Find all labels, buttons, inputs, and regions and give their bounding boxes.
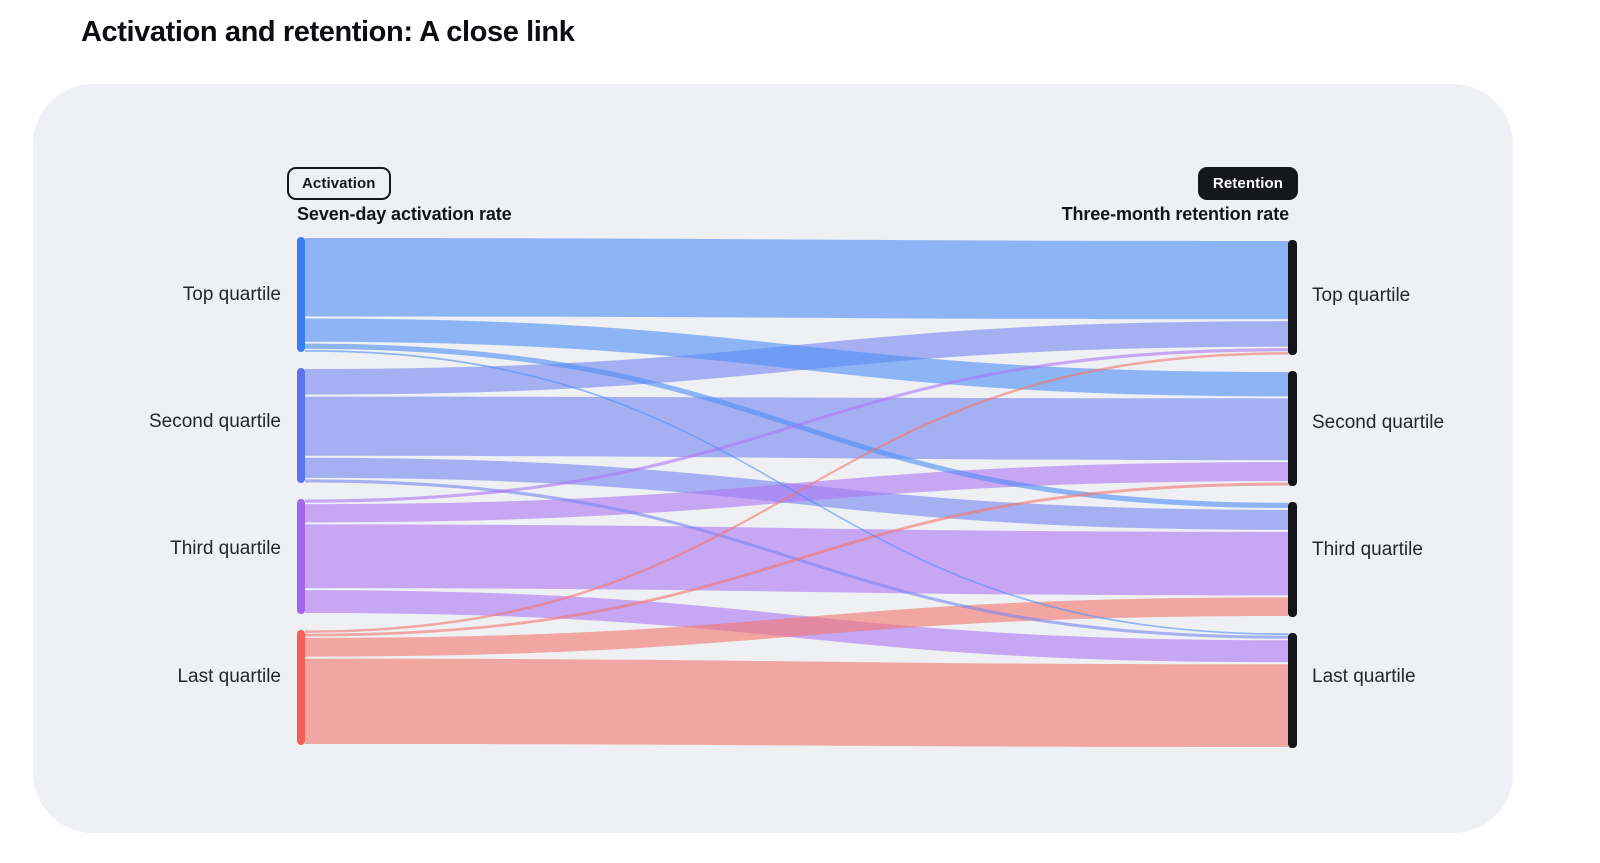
retention-node-bar-second-quartile	[1288, 371, 1297, 486]
activation-label-last-quartile: Last quartile	[177, 666, 281, 687]
flow-top-quartile-to-last-quartile	[305, 349, 1288, 635]
activation-label-second-quartile: Second quartile	[148, 411, 281, 432]
retention-label-top-quartile: Top quartile	[1312, 285, 1411, 306]
chart-card: Activation Retention Seven-day activatio…	[33, 84, 1513, 833]
flow-third-quartile-to-top-quartile	[305, 348, 1288, 503]
activation-label-top-quartile: Top quartile	[182, 284, 281, 305]
activation-column-header: Seven-day activation rate	[297, 204, 512, 224]
activation-node-bar-second-quartile	[297, 368, 305, 483]
retention-badge[interactable]: Retention	[1197, 167, 1298, 200]
retention-column-header: Three-month retention rate	[1061, 204, 1290, 224]
retention-node-bar-last-quartile	[1288, 633, 1297, 748]
flow-top-quartile-to-second-quartile	[305, 318, 1288, 397]
retention-node-bar-top-quartile	[1288, 240, 1297, 355]
activation-node-bar-third-quartile	[297, 499, 305, 614]
activation-label-third-quartile: Third quartile	[170, 538, 281, 559]
flow-last-quartile-to-last-quartile	[305, 658, 1288, 747]
retention-label-second-quartile: Second quartile	[1312, 412, 1445, 433]
activation-badge[interactable]: Activation	[287, 167, 391, 200]
retention-label-last-quartile: Last quartile	[1312, 666, 1416, 687]
flow-last-quartile-to-third-quartile	[305, 597, 1288, 657]
flow-top-quartile-to-top-quartile	[305, 238, 1288, 320]
retention-node-bar-third-quartile	[1288, 502, 1297, 617]
retention-label-third-quartile: Third quartile	[1312, 539, 1423, 560]
activation-node-bar-top-quartile	[297, 237, 305, 352]
activation-node-bar-last-quartile	[297, 630, 305, 745]
flow-last-quartile-to-second-quartile	[305, 482, 1288, 637]
page-title: Activation and retention: A close link	[81, 16, 575, 48]
sankey-diagram	[297, 237, 1297, 748]
